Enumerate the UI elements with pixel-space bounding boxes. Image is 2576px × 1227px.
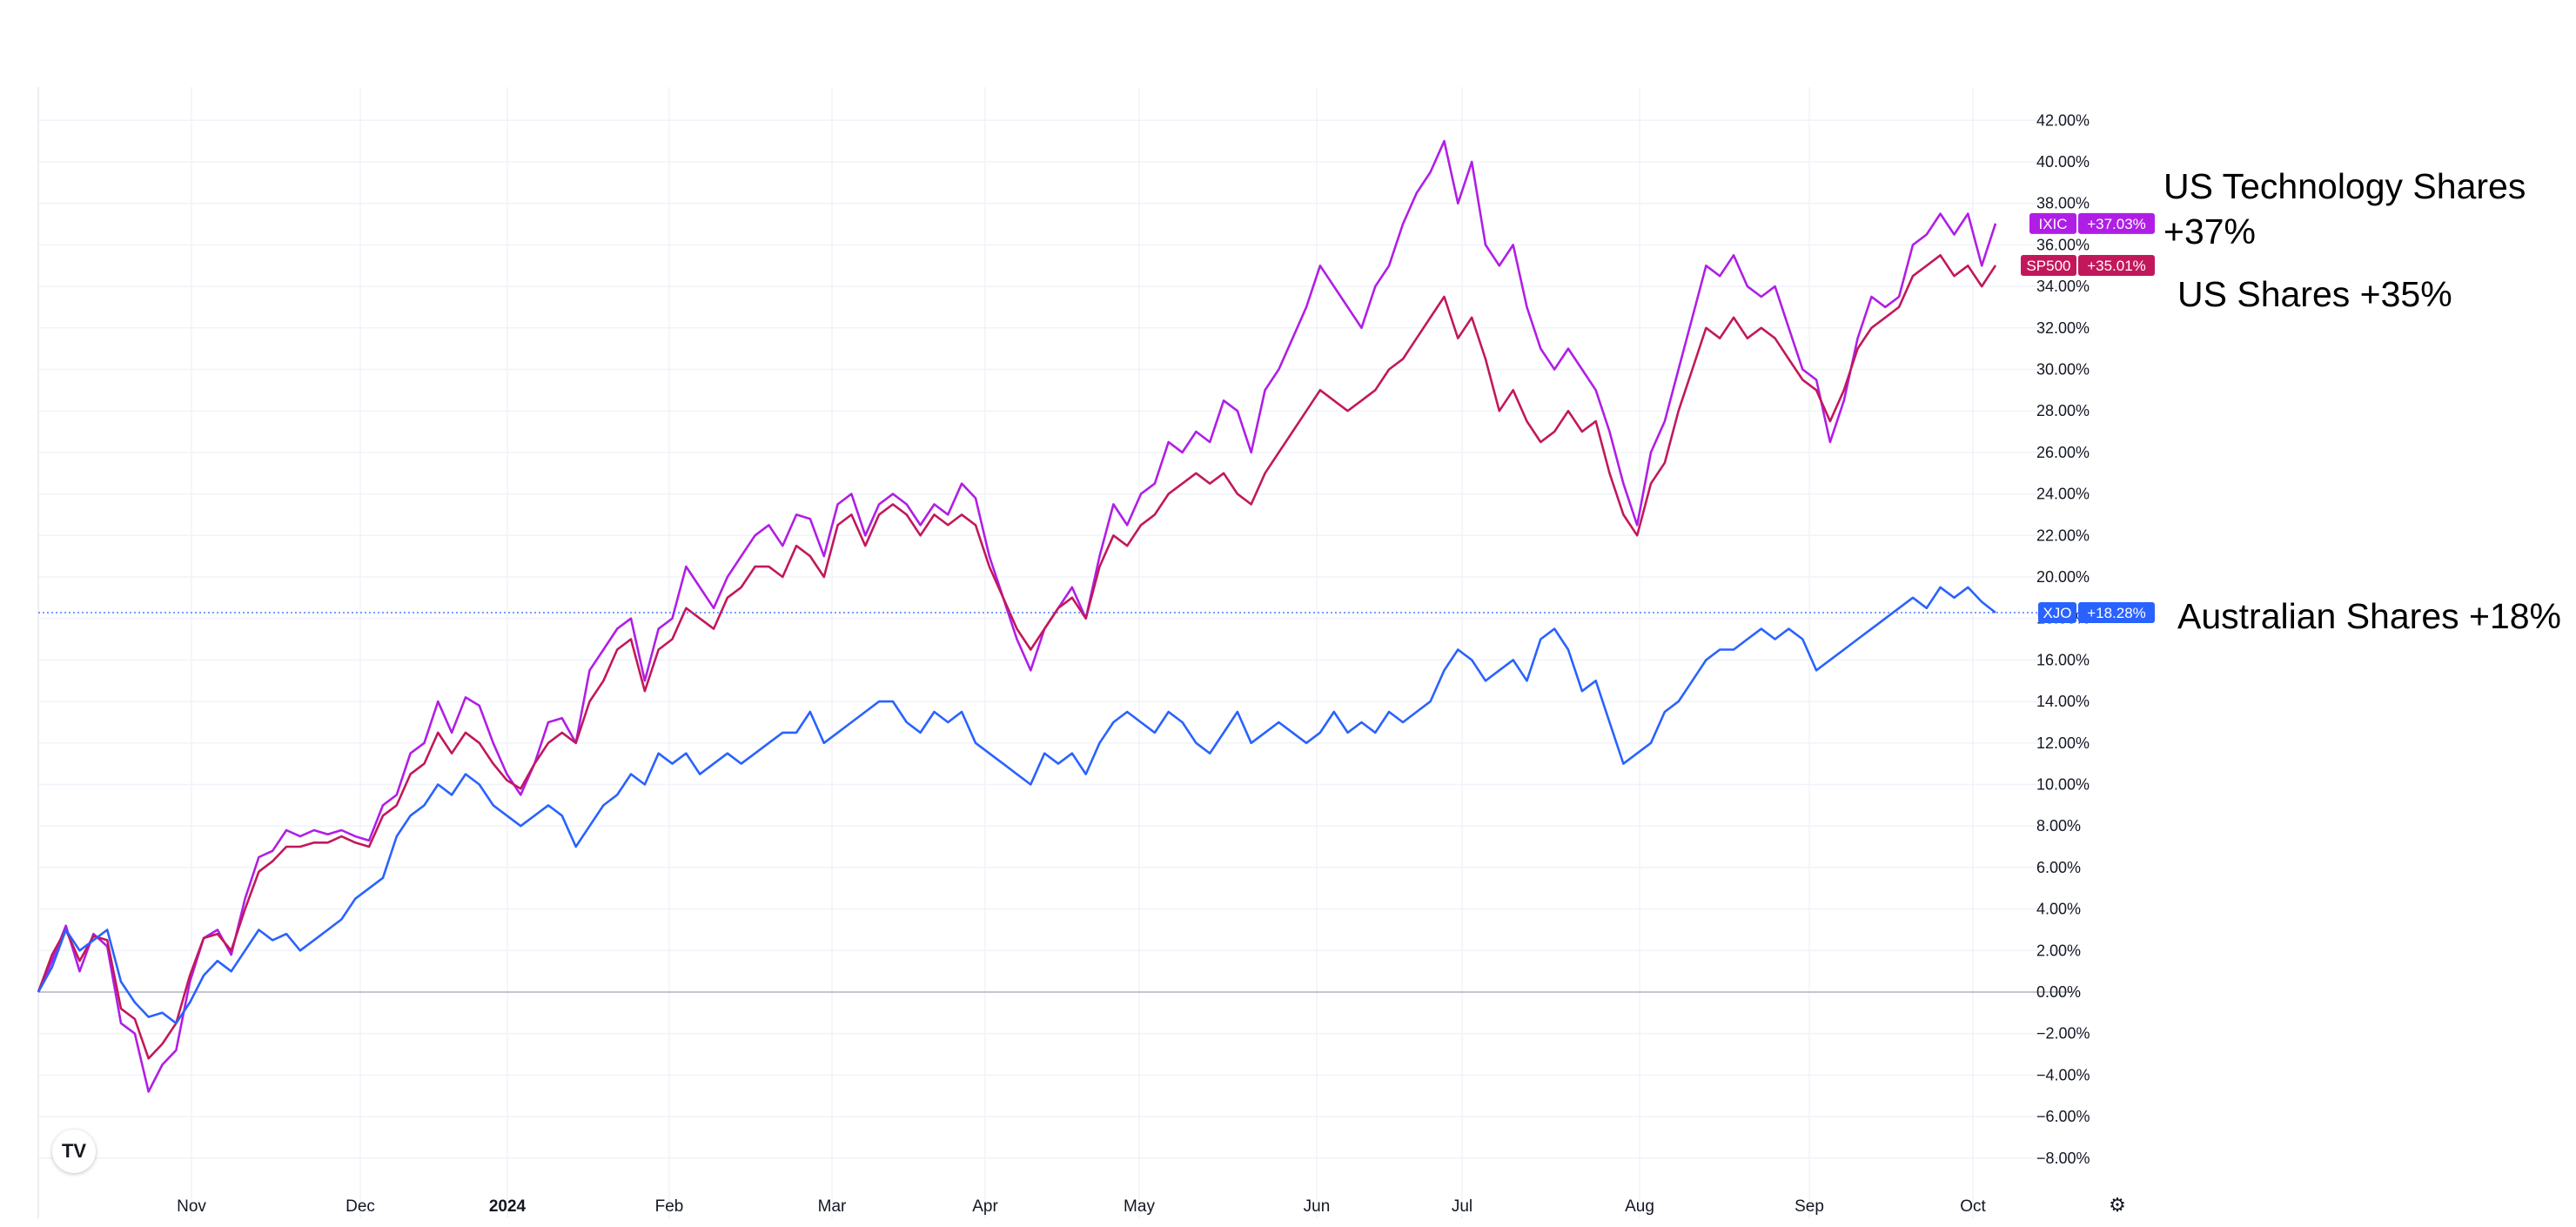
- badge-value: +18.28%: [2087, 605, 2146, 621]
- y-tick-label: 26.00%: [2036, 444, 2090, 461]
- y-tick-label: 12.00%: [2036, 734, 2090, 752]
- badge-sp500: SP500 +35.01%: [2021, 255, 2155, 277]
- y-tick-label: 0.00%: [2036, 983, 2081, 1001]
- y-tick-label: 28.00%: [2036, 402, 2090, 419]
- y-tick-label: 32.00%: [2036, 319, 2090, 337]
- y-tick-label: 10.00%: [2036, 776, 2090, 794]
- series-line-xjo: [37, 586, 1996, 1025]
- x-tick-label: Feb: [655, 1197, 684, 1216]
- annotation-ixic: US Technology Shares: [2163, 166, 2526, 206]
- badge-ixic: IXIC +37.03%: [2029, 212, 2155, 234]
- y-tick-label: 22.00%: [2036, 526, 2090, 544]
- annotation-sp500: US Shares +35%: [2177, 274, 2452, 314]
- x-tick-label: Oct: [1960, 1197, 1986, 1216]
- y-tick-label: −2.00%: [2036, 1025, 2090, 1043]
- x-tick-label: Apr: [972, 1197, 998, 1216]
- y-tick-label: 20.00%: [2036, 568, 2090, 586]
- series-line-sp500: [37, 254, 1997, 1060]
- badge-name: XJO: [2043, 605, 2071, 621]
- y-tick-label: 6.00%: [2036, 859, 2081, 876]
- y-tick-label: −6.00%: [2036, 1108, 2090, 1125]
- y-tick-label: 38.00%: [2036, 195, 2090, 212]
- series-lines: [37, 139, 2073, 1093]
- x-tick-label: Sep: [1794, 1197, 1824, 1216]
- x-tick-label: 2024: [489, 1197, 527, 1216]
- x-tick-label: Dec: [345, 1197, 375, 1216]
- y-tick-label: 16.00%: [2036, 651, 2090, 668]
- y-tick-label: −4.00%: [2036, 1066, 2090, 1083]
- x-tick-label: Mar: [818, 1197, 847, 1216]
- tradingview-logo[interactable]: TV: [52, 1130, 96, 1173]
- x-tick-label: Jun: [1304, 1197, 1331, 1216]
- x-tick-label: Jul: [1452, 1197, 1472, 1216]
- grid: [37, 87, 2073, 1218]
- y-tick-label: 36.00%: [2036, 236, 2090, 253]
- x-axis-tick-labels: Nov Dec 2024 Feb Mar Apr May Jun Jul Aug Sep Oct: [177, 1197, 1986, 1216]
- gear-icon[interactable]: ⚙: [2109, 1194, 2126, 1216]
- annotation-xjo: Australian Shares +18%: [2177, 596, 2561, 636]
- badge-name: IXIC: [2038, 216, 2067, 232]
- annotations: US Technology Shares +37% US Shares +35% Au…: [2163, 166, 2561, 636]
- badge-value: +37.03%: [2087, 216, 2146, 232]
- series-line-ixic: [37, 139, 1997, 1093]
- x-tick-label: May: [1124, 1197, 1155, 1216]
- y-tick-label: −8.00%: [2036, 1150, 2090, 1167]
- y-tick-label: 34.00%: [2036, 278, 2090, 295]
- badge-name: SP500: [2026, 258, 2070, 274]
- x-tick-label: Nov: [177, 1197, 206, 1216]
- x-tick-label: Aug: [1625, 1197, 1654, 1216]
- badge-value: +35.01%: [2087, 258, 2146, 274]
- y-tick-label: 2.00%: [2036, 942, 2081, 959]
- y-tick-label: 40.00%: [2036, 153, 2090, 171]
- y-tick-label: 14.00%: [2036, 693, 2090, 710]
- annotation-ixic: +37%: [2163, 211, 2256, 251]
- y-tick-label: 30.00%: [2036, 361, 2090, 379]
- y-tick-label: 24.00%: [2036, 486, 2090, 503]
- last-value-badges: IXIC +37.03% SP500 +35.01% XJO +18.28%: [2021, 212, 2155, 624]
- y-tick-label: 8.00%: [2036, 817, 2081, 835]
- badge-xjo: XJO +18.28%: [2038, 602, 2155, 624]
- y-tick-label: 42.00%: [2036, 111, 2090, 129]
- y-tick-label: 4.00%: [2036, 901, 2081, 918]
